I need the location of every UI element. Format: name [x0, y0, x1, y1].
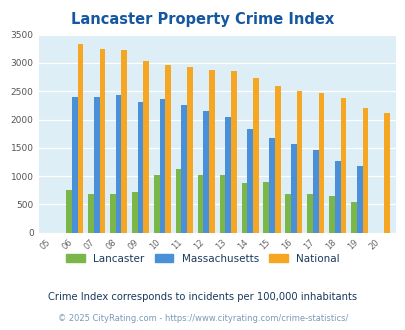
- Bar: [269, 138, 274, 233]
- Legend: Lancaster, Massachusetts, National: Lancaster, Massachusetts, National: [66, 254, 339, 264]
- Bar: [263, 182, 269, 233]
- Bar: [241, 183, 247, 233]
- Bar: [203, 111, 209, 233]
- Bar: [197, 175, 203, 233]
- Bar: [384, 113, 389, 233]
- Bar: [247, 129, 252, 233]
- Bar: [175, 169, 181, 233]
- Bar: [99, 49, 105, 233]
- Text: © 2025 CityRating.com - https://www.cityrating.com/crime-statistics/: © 2025 CityRating.com - https://www.city…: [58, 314, 347, 323]
- Bar: [312, 150, 318, 233]
- Bar: [94, 97, 99, 233]
- Bar: [356, 166, 362, 233]
- Bar: [72, 97, 77, 233]
- Bar: [77, 44, 83, 233]
- Bar: [187, 67, 192, 233]
- Bar: [252, 78, 258, 233]
- Bar: [219, 175, 225, 233]
- Bar: [159, 99, 165, 233]
- Bar: [274, 86, 280, 233]
- Bar: [88, 194, 94, 233]
- Bar: [110, 194, 115, 233]
- Bar: [230, 71, 236, 233]
- Bar: [290, 145, 296, 233]
- Bar: [165, 65, 171, 233]
- Bar: [328, 196, 334, 233]
- Bar: [143, 61, 149, 233]
- Bar: [66, 190, 72, 233]
- Bar: [340, 98, 345, 233]
- Bar: [209, 70, 214, 233]
- Text: Crime Index corresponds to incidents per 100,000 inhabitants: Crime Index corresponds to incidents per…: [48, 292, 357, 302]
- Bar: [115, 95, 121, 233]
- Bar: [181, 105, 187, 233]
- Bar: [285, 194, 290, 233]
- Bar: [307, 194, 312, 233]
- Bar: [153, 175, 159, 233]
- Bar: [121, 50, 127, 233]
- Bar: [362, 108, 367, 233]
- Bar: [318, 93, 324, 233]
- Bar: [137, 102, 143, 233]
- Text: Lancaster Property Crime Index: Lancaster Property Crime Index: [71, 12, 334, 26]
- Bar: [334, 161, 340, 233]
- Bar: [132, 192, 137, 233]
- Bar: [296, 91, 302, 233]
- Bar: [225, 117, 230, 233]
- Bar: [350, 202, 356, 233]
